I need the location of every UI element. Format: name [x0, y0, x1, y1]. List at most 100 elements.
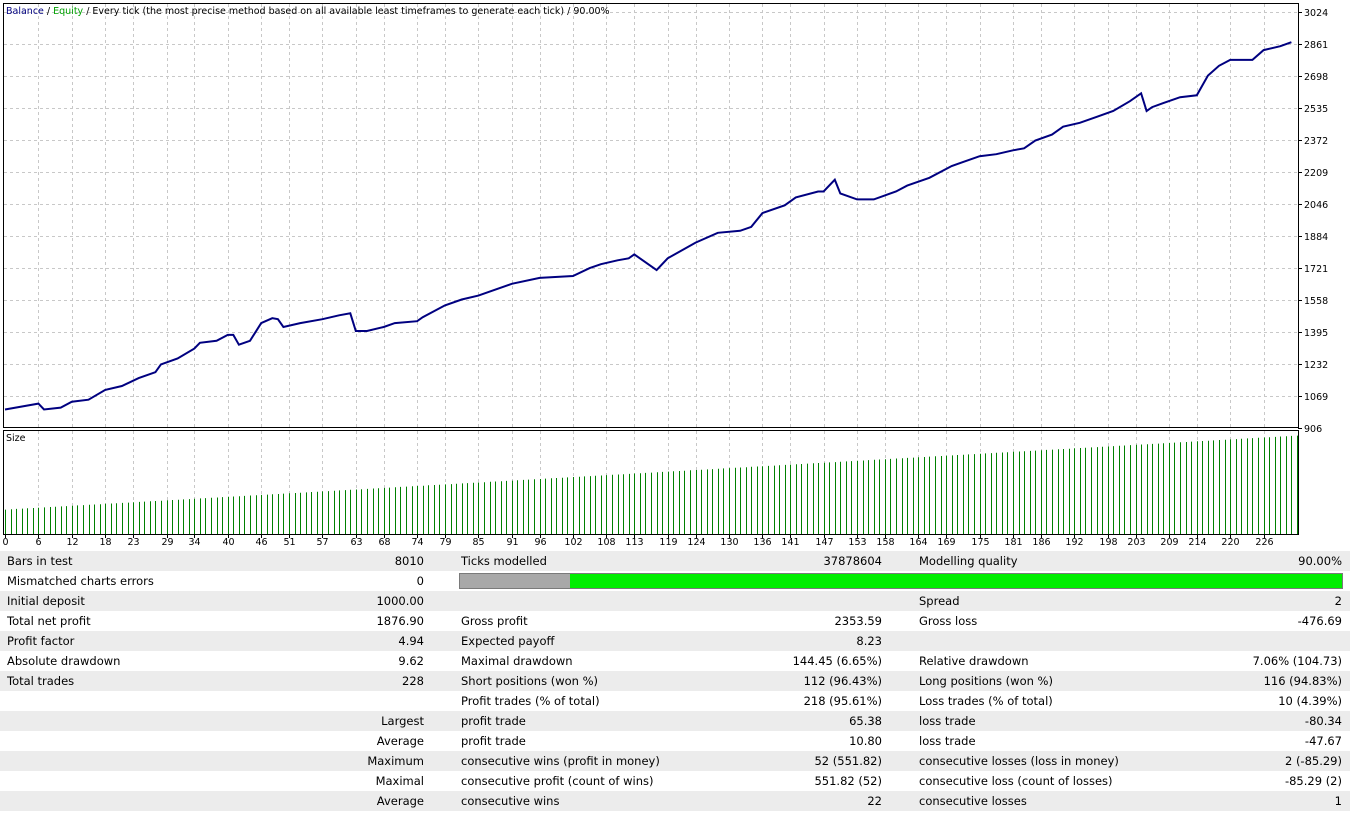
- report-label: Maximal drawdown: [461, 654, 573, 668]
- report-label: [7, 751, 307, 771]
- y-tick-label: 2046: [1304, 200, 1328, 211]
- report-row: Profit trades (% of total) 218 (95.61%) Lo…: [0, 691, 1350, 711]
- x-tick-label: 0: [2, 537, 8, 548]
- x-tick-label: 119: [659, 537, 677, 548]
- x-tick-label: 192: [1065, 537, 1083, 548]
- report-value: -476.69: [1297, 614, 1342, 628]
- report-value: 8010: [394, 554, 424, 568]
- report-row: Maximum consecutive wins (profit in money…: [0, 751, 1350, 771]
- report-row: Total trades 228 Short positions (won %) 11…: [0, 671, 1350, 691]
- report-value: 1: [1334, 794, 1342, 808]
- report-value: Maximum: [367, 754, 424, 768]
- report-value: 112 (96.43%): [803, 674, 882, 688]
- report-value: Maximal: [375, 774, 424, 788]
- modelling-quality-bar: [459, 573, 1343, 589]
- quality-bar-green: [570, 574, 1342, 588]
- report-label: [7, 791, 307, 811]
- report-value: 2 (-85.29): [1284, 754, 1342, 768]
- report-value: 9.62: [398, 654, 424, 668]
- report-row: Profit factor 4.94 Expected payoff 8.23: [0, 631, 1350, 651]
- legend-equity: Equity: [53, 6, 83, 17]
- x-tick-label: 147: [815, 537, 833, 548]
- report-label: Absolute drawdown: [7, 654, 121, 668]
- x-axis: 0 6 12 18 23 29 34 40 46 51 57 63 68 74 79 85 91 96 102 108…: [2, 534, 1274, 548]
- y-tick-label: 906: [1304, 424, 1322, 435]
- test-description: / Every tick (the most precise method ba…: [83, 6, 564, 17]
- x-tick-label: 158: [876, 537, 894, 548]
- report-row: Absolute drawdown 9.62 Maximal drawdown 144…: [0, 651, 1350, 671]
- x-tick-label: 51: [283, 537, 295, 548]
- report-label: Initial deposit: [7, 594, 85, 608]
- report-label: [7, 711, 307, 731]
- x-tick-label: 91: [506, 537, 518, 548]
- report-value: Average: [376, 734, 424, 748]
- x-tick-label: 153: [848, 537, 866, 548]
- x-tick-label: 102: [564, 537, 582, 548]
- modelling-quality-header: / 90.00%: [564, 6, 609, 17]
- report-label: Total net profit: [7, 614, 91, 628]
- report-value: [1000, 631, 1342, 651]
- x-tick-label: 181: [1004, 537, 1022, 548]
- x-tick-label: 124: [687, 537, 705, 548]
- report-label: loss trade: [919, 734, 976, 748]
- report-value: 1000.00: [376, 594, 424, 608]
- y-tick-label: 2698: [1304, 72, 1328, 83]
- y-tick-label: 1069: [1304, 392, 1328, 403]
- report-value: Largest: [381, 714, 424, 728]
- x-tick-label: 63: [350, 537, 362, 548]
- legend-balance: Balance: [6, 6, 44, 17]
- report-value: 551.82 (52): [814, 774, 882, 788]
- report-value: 22: [867, 794, 882, 808]
- report-value: 90.00%: [1298, 554, 1342, 568]
- x-tick-label: 46: [255, 537, 267, 548]
- report-label: consecutive losses (loss in money): [919, 754, 1119, 768]
- report-value: Average: [376, 794, 424, 808]
- x-tick-label: 18: [99, 537, 111, 548]
- y-tick-label: 1395: [1304, 328, 1328, 339]
- report-label: consecutive wins (profit in money): [461, 754, 660, 768]
- report-label: consecutive losses: [919, 794, 1027, 808]
- x-tick-label: 186: [1032, 537, 1050, 548]
- report-value: -47.67: [1304, 734, 1342, 748]
- x-tick-label: 141: [781, 537, 799, 548]
- x-tick-label: 169: [937, 537, 955, 548]
- x-tick-label: 29: [161, 537, 173, 548]
- report-value: 37878604: [823, 554, 882, 568]
- report-label: Loss trades (% of total): [919, 694, 1053, 708]
- report-label: Relative drawdown: [919, 654, 1029, 668]
- x-tick-label: 40: [222, 537, 234, 548]
- report-row: Total net profit 1876.90 Gross profit 2353.…: [0, 611, 1350, 631]
- y-tick-label: 3024: [1304, 8, 1328, 19]
- report-label: Modelling quality: [919, 554, 1018, 568]
- x-tick-label: 23: [127, 537, 139, 548]
- x-tick-label: 74: [411, 537, 423, 548]
- balance-line: [4, 41, 1292, 411]
- report-row: Bars in test 8010 Ticks modelled 37878604 Mo…: [0, 551, 1350, 571]
- x-tick-label: 164: [909, 537, 927, 548]
- report-value: 65.38: [849, 714, 882, 728]
- x-tick-label: 203: [1127, 537, 1145, 548]
- report-value: -85.29 (2): [1284, 774, 1342, 788]
- report-label: Ticks modelled: [461, 554, 547, 568]
- size-bars: [5, 435, 1298, 534]
- report-value: 10.80: [849, 734, 882, 748]
- report-value: 116 (94.83%): [1263, 674, 1342, 688]
- report-label: Spread: [919, 594, 960, 608]
- report-label: Long positions (won %): [919, 674, 1053, 688]
- report-value: 2353.59: [834, 614, 882, 628]
- report-row: Largest profit trade 65.38 loss trade -80.34: [0, 711, 1350, 731]
- report-value: 10 (4.39%): [1278, 694, 1342, 708]
- report-value: 144.45 (6.65%): [792, 654, 882, 668]
- report-label: Mismatched charts errors: [7, 574, 154, 588]
- report-value: [300, 691, 424, 711]
- report-value: 1876.90: [376, 614, 424, 628]
- report-label: Expected payoff: [461, 634, 555, 648]
- report-label: profit trade: [461, 714, 526, 728]
- strategy-tester-chart: 906 1069 1232 1395 1558 1721 1884 2046 2209 2372 2…: [2, 3, 1328, 548]
- x-tick-label: 68: [378, 537, 390, 548]
- report-value: [700, 591, 882, 611]
- size-chart-title: Size: [6, 433, 26, 444]
- report-value: 7.06% (104.73): [1252, 654, 1342, 668]
- x-tick-label: 79: [439, 537, 451, 548]
- report-label: consecutive profit (count of wins): [461, 774, 654, 788]
